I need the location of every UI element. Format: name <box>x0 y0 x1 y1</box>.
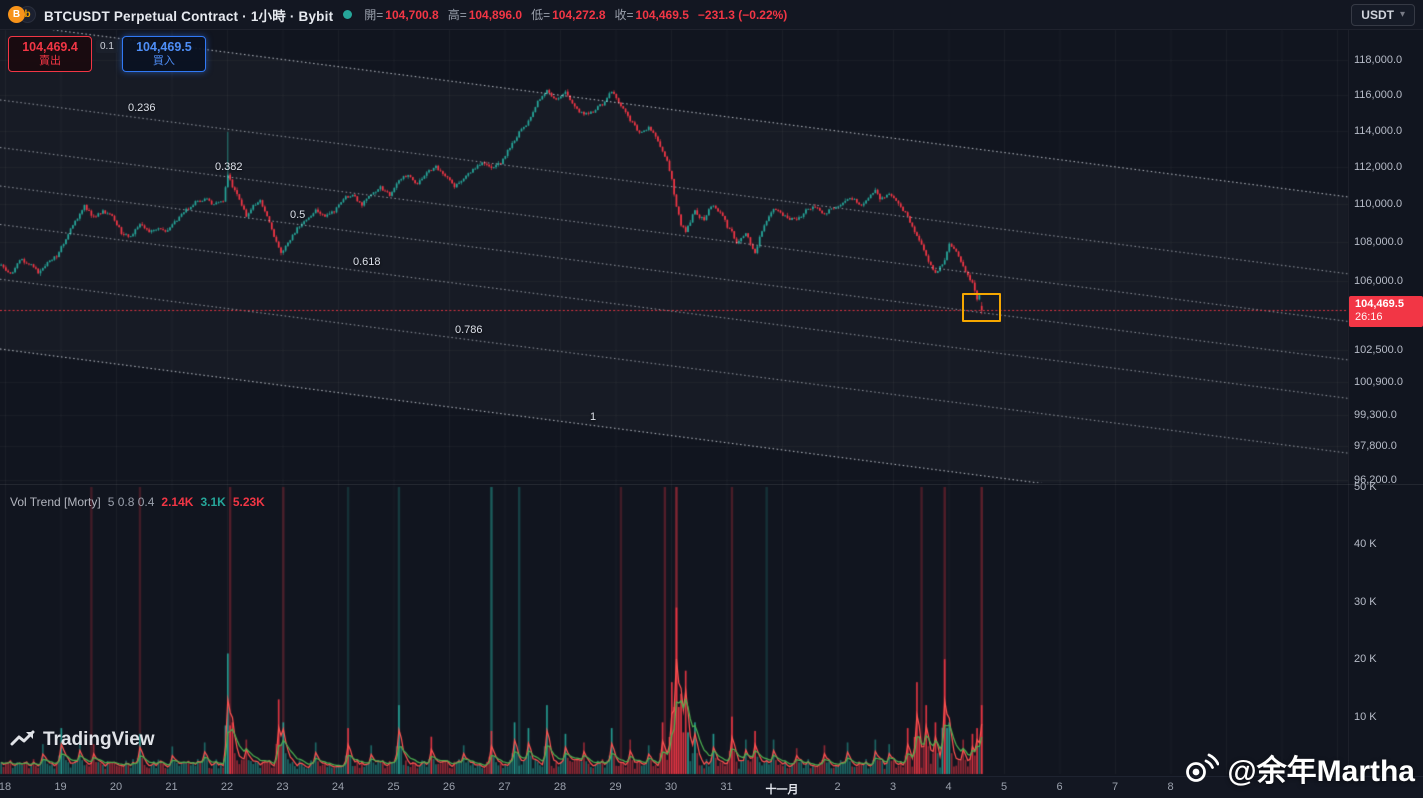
time-axis-label: 5 <box>1000 781 1008 793</box>
time-axis-label: 8 <box>1167 781 1174 793</box>
low-value: 104,272.8 <box>552 7 606 22</box>
time-axis-label: 27 <box>498 781 511 793</box>
chart-header: B b BTCUSDT Perpetual Contract · 1小時 · B… <box>0 0 1423 30</box>
price-axis-label: 110,000.0 <box>1354 198 1403 211</box>
buy-button[interactable]: 104,469.5 買入 <box>121 36 206 72</box>
time-axis-label: 28 <box>553 781 567 793</box>
tradingview-logo-icon <box>10 730 35 746</box>
highlight-box[interactable] <box>962 293 1001 322</box>
indicator-value-3: 5.23K <box>232 495 265 509</box>
price-axis-label: 96,200.0 <box>1354 474 1397 486</box>
time-axis-label: 18 <box>0 781 12 793</box>
current-price-tag: 104,469.5 26:16 <box>1349 296 1423 328</box>
currency-dropdown[interactable]: USDT ▾ <box>1351 3 1415 26</box>
price-axis-label: 106,000.0 <box>1354 274 1403 287</box>
price-axis-label: 116,000.0 <box>1354 89 1403 102</box>
watermark: @余年Martha <box>1183 746 1415 790</box>
price-axis-label: 102,500.0 <box>1354 343 1403 356</box>
symbol-title[interactable]: BTCUSDT Perpetual Contract · 1小時 · Bybit <box>44 8 334 24</box>
btc-logo-icon: B <box>8 6 25 23</box>
low-label: 低= <box>531 8 551 22</box>
sell-button[interactable]: 104,469.4 賣出 <box>8 36 92 72</box>
time-axis-label: 22 <box>220 781 234 793</box>
time-axis-label: 7 <box>1111 781 1119 793</box>
pane-divider[interactable] <box>0 484 1423 485</box>
current-price-value: 104,469.5 <box>1355 298 1404 311</box>
ohlc-readout: 開= 104,700.8 高= 104,896.0 低= 104,272.8 收= 10… <box>364 6 787 23</box>
volume-indicator-legend[interactable]: Vol Trend [Morty] 5 0.8 0.4 2.14K 3.1K 5… <box>10 495 265 509</box>
tradingview-logo-text: TradingView <box>43 729 155 750</box>
time-axis-label: 25 <box>387 781 400 793</box>
time-axis-label: 21 <box>165 781 178 793</box>
buy-price: 104,469.5 <box>136 39 192 54</box>
open-label: 開= <box>364 8 384 22</box>
indicator-value-1: 2.14K <box>161 495 194 509</box>
spread-value: 0.1 <box>96 40 118 53</box>
time-axis-label: 十一月 <box>765 784 799 796</box>
time-axis-label: 23 <box>276 781 289 793</box>
time-axis-label: 24 <box>331 781 345 793</box>
watermark-text: @余年Martha <box>1227 755 1415 788</box>
price-axis-label: 108,000.0 <box>1354 236 1403 249</box>
weibo-icon <box>1186 753 1220 782</box>
trade-buttons: 104,469.4 賣出 0.1 104,469.5 買入 <box>8 36 206 72</box>
time-axis-label: 30 <box>664 781 678 793</box>
volume-axis-label: 40 K <box>1354 538 1377 551</box>
close-label: 收= <box>614 8 634 22</box>
time-axis-label: 6 <box>1056 781 1063 793</box>
price-axis-label: 100,900.0 <box>1354 375 1403 388</box>
buy-label: 買入 <box>152 55 175 68</box>
time-axis-label: 26 <box>442 781 456 793</box>
chevron-down-icon: ▾ <box>1399 9 1405 20</box>
high-label: 高= <box>447 8 467 22</box>
price-axis-label: 114,000.0 <box>1354 124 1403 137</box>
tradingview-logo[interactable]: TradingView <box>10 727 155 753</box>
price-axis-label: 112,000.0 <box>1354 161 1403 174</box>
price-axis[interactable]: 104,469.5 26:16 118,000.0 116,000.0 114,00… <box>1348 30 1423 776</box>
time-axis-label: 3 <box>889 781 897 793</box>
volume-axis-label: 50 K <box>1354 481 1377 493</box>
sell-label: 賣出 <box>39 55 61 68</box>
time-axis-label: 2 <box>834 781 841 793</box>
sell-price: 104,469.4 <box>22 39 78 54</box>
indicator-title: Vol Trend [Morty] <box>10 495 101 509</box>
volume-axis-label: 10 K <box>1354 710 1377 723</box>
open-value: 104,700.8 <box>385 7 439 22</box>
indicator-value-2: 3.1K <box>200 495 226 509</box>
bar-countdown: 26:16 <box>1355 311 1383 324</box>
symbol-logo: B b <box>8 6 36 23</box>
price-axis-label: 97,800.0 <box>1354 440 1397 453</box>
high-value: 104,896.0 <box>468 7 523 22</box>
time-axis[interactable]: 18 19 20 21 22 23 24 25 26 27 28 29 30 31 十一月 2 3 4 5 6 7 8 <box>0 776 1423 798</box>
time-axis-label: 19 <box>54 781 67 793</box>
time-axis-label: 29 <box>609 781 622 793</box>
volume-axis-label: 30 K <box>1354 595 1377 608</box>
change-value: −231.3 (−0.22%) <box>697 7 788 22</box>
indicator-params: 5 0.8 0.4 <box>107 495 155 509</box>
market-status-dot <box>343 10 353 19</box>
time-axis-label: 31 <box>720 781 733 793</box>
volume-axis-label: 20 K <box>1354 653 1377 666</box>
time-axis-label: 20 <box>109 781 123 793</box>
price-axis-label: 118,000.0 <box>1354 54 1403 66</box>
price-axis-label: 99,300.0 <box>1354 408 1397 421</box>
close-value: 104,469.5 <box>635 7 689 22</box>
time-axis-label: 4 <box>945 781 952 793</box>
currency-dropdown-value: USDT <box>1361 7 1394 22</box>
